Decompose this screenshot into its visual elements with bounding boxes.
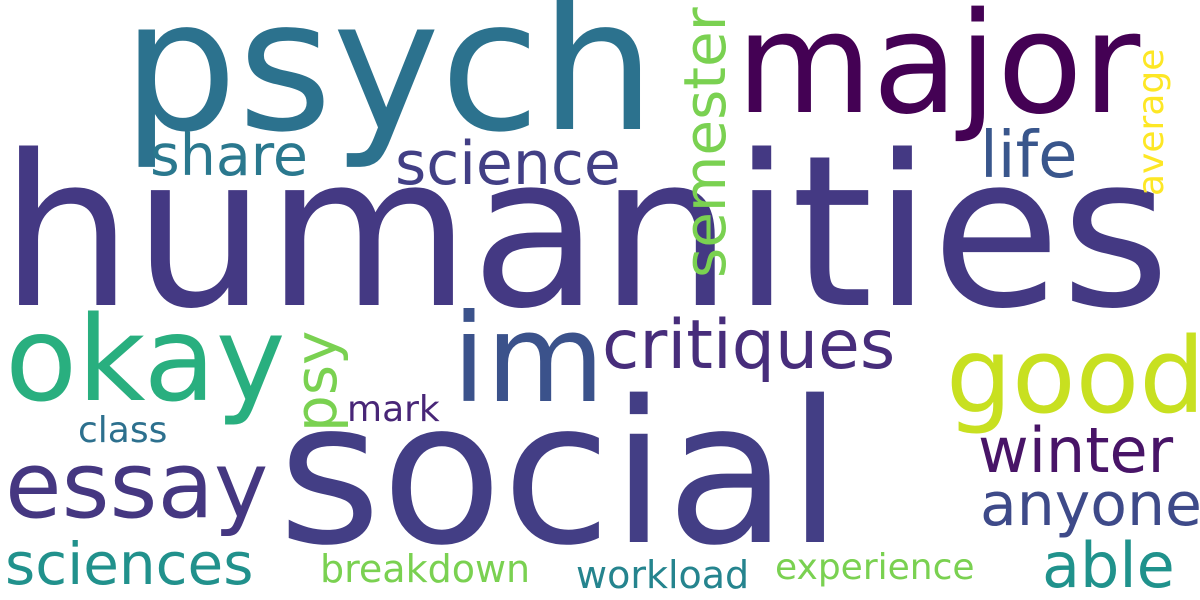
word-semester: semester xyxy=(671,7,739,278)
word-class: class xyxy=(78,410,168,451)
word-okay: okay xyxy=(5,290,286,428)
word-mark: mark xyxy=(347,389,440,430)
word-winter: winter xyxy=(978,414,1174,487)
word-social: social xyxy=(278,358,843,589)
word-essay: essay xyxy=(5,432,269,539)
word-average: average xyxy=(1131,48,1172,196)
word-im: im xyxy=(452,288,605,430)
word-science: science xyxy=(395,129,621,199)
word-anyone: anyone xyxy=(980,470,1200,540)
word-psych: psych xyxy=(122,0,656,172)
word-psy: psy xyxy=(282,330,350,432)
word-workload: workload xyxy=(576,553,750,597)
word-humanities: humanities xyxy=(0,110,1171,355)
word-good: good xyxy=(946,315,1200,437)
word-experience: experience xyxy=(775,547,975,588)
word-life: life xyxy=(980,119,1078,193)
word-critiques: critiques xyxy=(602,306,896,385)
word-able: able xyxy=(1042,529,1175,600)
word-breakdown: breakdown xyxy=(320,547,531,591)
word-major: major xyxy=(736,0,1141,146)
word-sciences: sciences xyxy=(5,530,254,598)
word-share: share xyxy=(150,123,309,189)
